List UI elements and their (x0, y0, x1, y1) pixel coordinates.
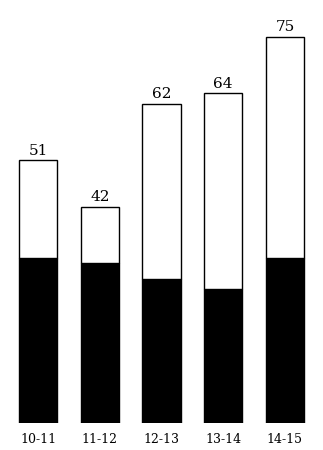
Bar (204, 93, 242, 289)
Bar (81, 263, 119, 423)
Bar (266, 258, 304, 423)
Text: 64: 64 (214, 77, 233, 91)
Text: 31: 31 (90, 267, 109, 281)
Bar (266, 36, 304, 258)
Bar (204, 289, 242, 423)
Text: 75: 75 (275, 20, 295, 34)
Bar (19, 160, 57, 258)
Text: 28: 28 (152, 283, 171, 297)
Text: 26: 26 (214, 293, 233, 307)
Text: 32: 32 (28, 262, 48, 276)
Text: 32: 32 (275, 262, 295, 276)
Bar (142, 104, 181, 279)
Bar (19, 258, 57, 423)
Text: 62: 62 (152, 87, 171, 101)
Text: 51: 51 (28, 144, 48, 158)
Bar (142, 279, 181, 423)
Text: 42: 42 (90, 190, 109, 204)
Bar (81, 207, 119, 263)
